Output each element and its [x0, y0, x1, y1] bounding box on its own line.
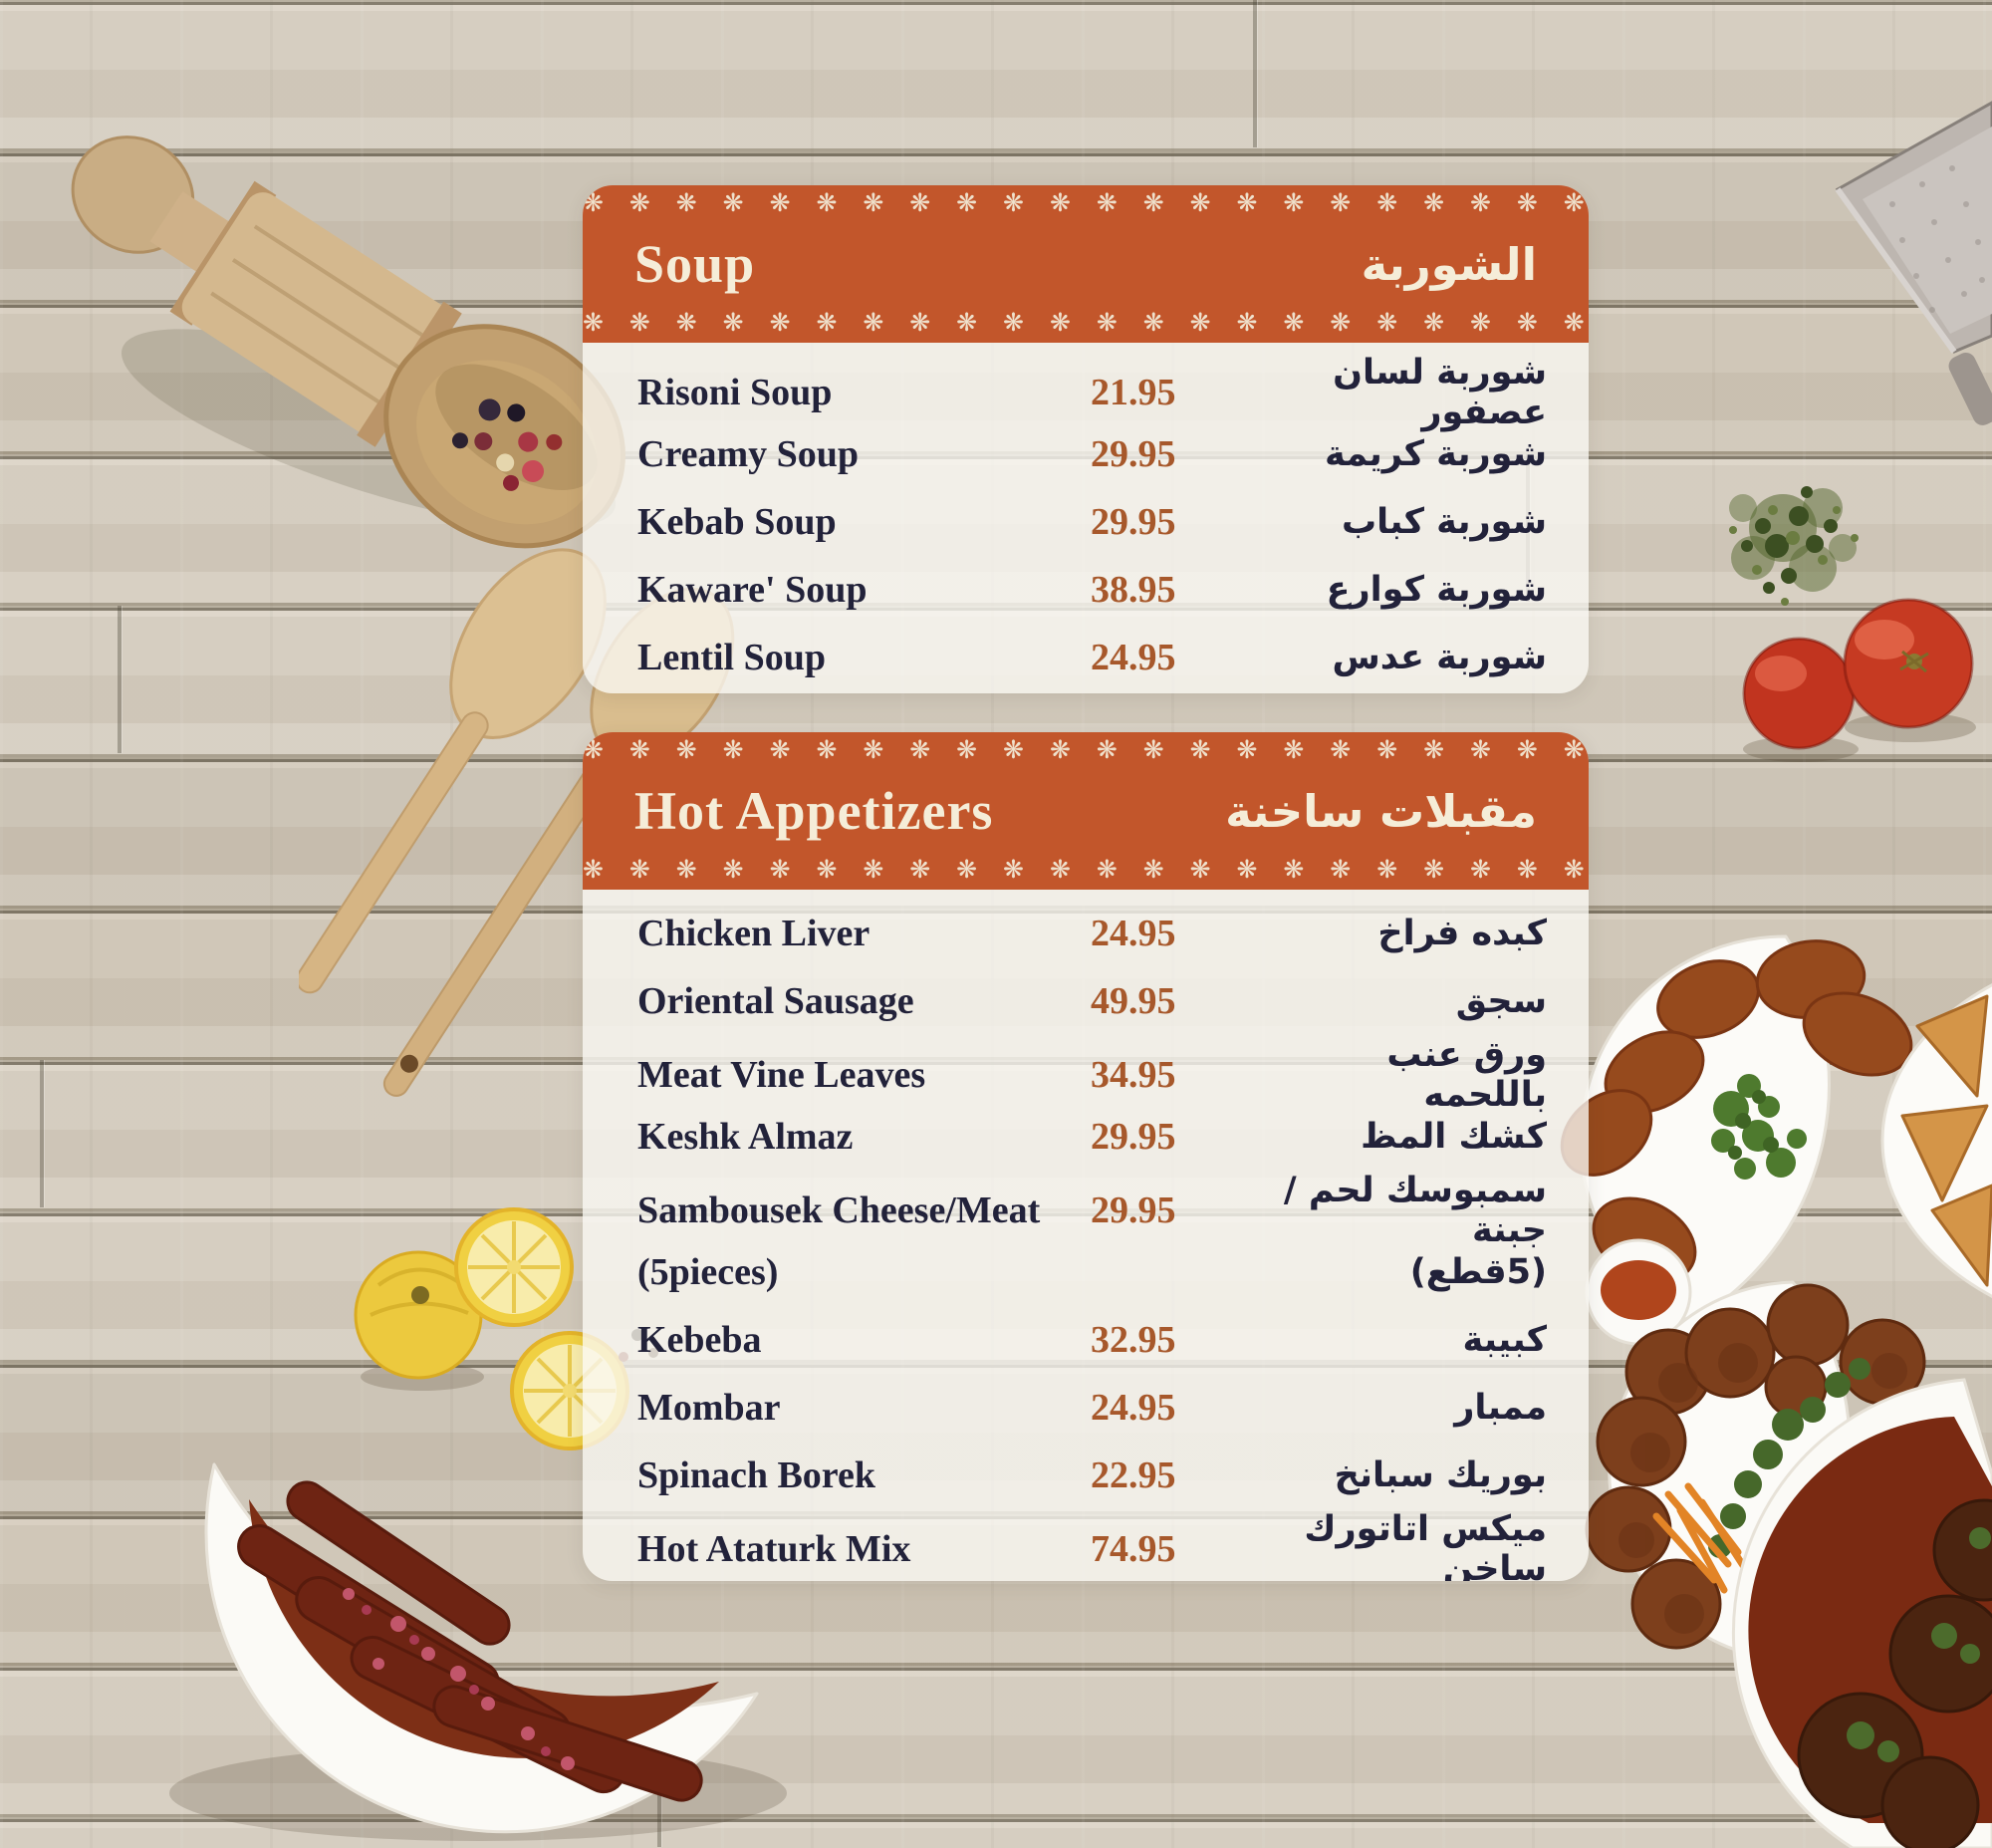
menu-item-row: Sambousek Cheese/Meat 29.95 سمبوسك لحم /… [583, 1171, 1589, 1250]
section-title-en: Hot Appetizers [634, 781, 994, 841]
lace-border: ❋ ❋ ❋ ❋ ❋ ❋ ❋ ❋ ❋ ❋ ❋ ❋ ❋ ❋ ❋ ❋ ❋ ❋ ❋ ❋ … [583, 735, 1589, 764]
lace-border: ❋ ❋ ❋ ❋ ❋ ❋ ❋ ❋ ❋ ❋ ❋ ❋ ❋ ❋ ❋ ❋ ❋ ❋ ❋ ❋ … [583, 188, 1589, 217]
section-title-ar: الشوربة [1361, 237, 1537, 291]
item-name-ar: شوربة كوارع [1326, 570, 1547, 610]
hot-appetizers-panel: ❋ ❋ ❋ ❋ ❋ ❋ ❋ ❋ ❋ ❋ ❋ ❋ ❋ ❋ ❋ ❋ ❋ ❋ ❋ ❋ … [583, 732, 1589, 1581]
item-name-ar: ميكس اتاتورك ساخن [1304, 1509, 1547, 1581]
menu-item-row: Kaware' Soup 38.95 شوربة كوارع [583, 556, 1589, 624]
dried-herbs-icon [1729, 486, 1859, 606]
item-price: 24.95 [1091, 913, 1176, 954]
wood-plank-joint [118, 606, 122, 753]
item-name-en: Creamy Soup [637, 433, 860, 475]
menu-items-list: Risoni Soup 21.95 شوربة لسان عصفور Cream… [583, 353, 1589, 691]
item-name-en: Mombar [637, 1387, 781, 1429]
item-price: 29.95 [1091, 433, 1176, 475]
item-name-ar: كبيبة [1462, 1320, 1547, 1360]
item-name-ar: سجق [1455, 981, 1547, 1021]
item-name-en: (5pieces) [637, 1251, 779, 1293]
samosa-plate-icon [1880, 983, 1992, 1298]
item-name-ar: (5قطع) [1409, 1252, 1547, 1292]
wood-plank-joint [1253, 0, 1257, 147]
item-name-ar: كبده فراخ [1377, 914, 1547, 953]
item-price: 24.95 [1091, 637, 1176, 678]
section-header: ❋ ❋ ❋ ❋ ❋ ❋ ❋ ❋ ❋ ❋ ❋ ❋ ❋ ❋ ❋ ❋ ❋ ❋ ❋ ❋ … [583, 732, 1589, 890]
wooden-spice-scoop-icon [71, 135, 625, 549]
item-price: 29.95 [1091, 501, 1176, 543]
menu-item-row: Kebeba 32.95 كبيبة [583, 1306, 1589, 1374]
item-name-en: Lentil Soup [637, 637, 827, 678]
item-price: 32.95 [1091, 1319, 1176, 1361]
item-name-ar: شوربة كريمة [1324, 434, 1547, 474]
item-price: 49.95 [1091, 980, 1176, 1022]
item-price: 22.95 [1091, 1454, 1176, 1496]
kibbeh-plate-icon [1560, 934, 1913, 1346]
item-price: 34.95 [1091, 1054, 1176, 1096]
item-name-ar: سمبوسك لحم /جبنة [1283, 1171, 1547, 1250]
menu-item-row: Lentil Soup 24.95 شوربة عدس [583, 624, 1589, 691]
section-header: ❋ ❋ ❋ ❋ ❋ ❋ ❋ ❋ ❋ ❋ ❋ ❋ ❋ ❋ ❋ ❋ ❋ ❋ ❋ ❋ … [583, 185, 1589, 343]
item-price: 74.95 [1091, 1528, 1176, 1570]
item-name-ar: شوربة كباب [1341, 502, 1547, 542]
item-name-ar: ممبار [1454, 1388, 1547, 1428]
item-name-en: Hot Ataturk Mix [637, 1528, 911, 1570]
lace-border: ❋ ❋ ❋ ❋ ❋ ❋ ❋ ❋ ❋ ❋ ❋ ❋ ❋ ❋ ❋ ❋ ❋ ❋ ❋ ❋ … [583, 308, 1589, 337]
menu-item-row: Kebab Soup 29.95 شوربة كباب [583, 488, 1589, 556]
section-title-ar: مقبلات ساخنة [1225, 784, 1537, 838]
menu-item-row: Chicken Liver 24.95 كبده فراخ [583, 900, 1589, 967]
meat-stew-bowl-icon [1731, 1378, 1992, 1848]
metal-grater-icon [1835, 101, 1992, 425]
soup-panel: ❋ ❋ ❋ ❋ ❋ ❋ ❋ ❋ ❋ ❋ ❋ ❋ ❋ ❋ ❋ ❋ ❋ ❋ ❋ ❋ … [583, 185, 1589, 693]
wooden-spatulas-icon [299, 548, 735, 1097]
item-name-ar: كشك المظ [1361, 1117, 1547, 1157]
menu-item-row: Keshk Almaz 29.95 كشك المظ [583, 1103, 1589, 1171]
item-name-en: Kebeba [637, 1319, 762, 1361]
item-name-en: Risoni Soup [637, 372, 833, 413]
menu-item-row: Spinach Borek 22.95 بوريك سبانخ [583, 1442, 1589, 1509]
item-name-en: Chicken Liver [637, 913, 871, 954]
item-price: 29.95 [1091, 1116, 1176, 1158]
menu-item-row: Mombar 24.95 ممبار [583, 1374, 1589, 1442]
wood-plank-joint [40, 1060, 44, 1207]
menu-item-row: Creamy Soup 29.95 شوربة كريمة [583, 420, 1589, 488]
item-name-en: Oriental Sausage [637, 980, 914, 1022]
menu-item-row: Hot Ataturk Mix 74.95 ميكس اتاتورك ساخن [583, 1509, 1589, 1581]
item-name-ar: شوربة عدس [1332, 638, 1548, 677]
menu-item-row: Oriental Sausage 49.95 سجق [583, 967, 1589, 1035]
item-name-en: Sambousek Cheese/Meat [637, 1189, 1041, 1231]
menu-items-list: Chicken Liver 24.95 كبده فراخ Oriental S… [583, 900, 1589, 1581]
item-name-en: Keshk Almaz [637, 1116, 854, 1158]
item-name-en: Kaware' Soup [637, 569, 868, 611]
sausage-dish-icon [169, 1462, 787, 1841]
section-title-en: Soup [634, 234, 756, 294]
item-name-ar: بوريك سبانخ [1334, 1455, 1547, 1495]
item-name-en: Spinach Borek [637, 1454, 875, 1496]
item-name-ar: ورق عنب باللحمه [1386, 1035, 1547, 1115]
menu-item-note-row: (5pieces) (5قطع) [583, 1238, 1589, 1306]
item-price: 21.95 [1091, 372, 1176, 413]
item-name-en: Kebab Soup [637, 501, 837, 543]
item-name-en: Meat Vine Leaves [637, 1054, 926, 1096]
menu-item-row: Meat Vine Leaves 34.95 ورق عنب باللحمه [583, 1035, 1589, 1115]
menu-item-row: Risoni Soup 21.95 شوربة لسان عصفور [583, 353, 1589, 432]
carrot-shreds [1652, 1482, 1750, 1594]
item-name-ar: شوربة لسان عصفور [1333, 353, 1547, 432]
item-price: 38.95 [1091, 569, 1176, 611]
item-price: 29.95 [1091, 1189, 1176, 1231]
tomatoes-icon [1742, 598, 1976, 762]
lace-border: ❋ ❋ ❋ ❋ ❋ ❋ ❋ ❋ ❋ ❋ ❋ ❋ ❋ ❋ ❋ ❋ ❋ ❋ ❋ ❋ … [583, 855, 1589, 884]
item-price: 24.95 [1091, 1387, 1176, 1429]
parsley-garnish [1847, 1527, 1991, 1762]
